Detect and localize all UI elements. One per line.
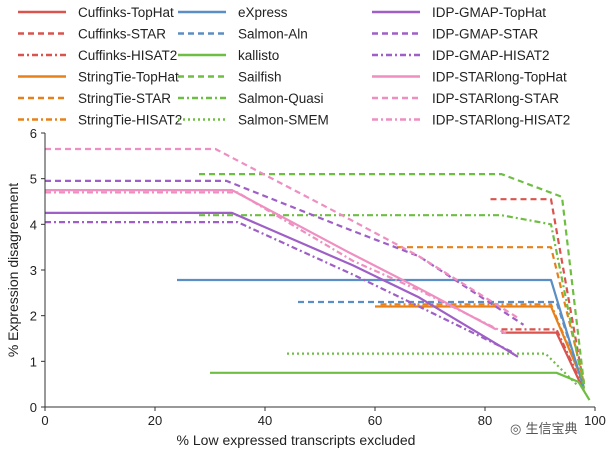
axes: 0 20 40 60 80 100 0 1 2 3 4 5 6 % Low expressed tra…: [5, 126, 606, 448]
x-tick-label: 100: [584, 413, 606, 428]
legend-label: Salmon-SMEM: [238, 113, 329, 128]
legend-label: IDP-GMAP-HISAT2: [432, 48, 550, 63]
x-tick-label: 80: [478, 413, 492, 428]
y-tick-label: 5: [30, 172, 37, 187]
series-line-salmon-quasi: [199, 214, 586, 389]
watermark: ◎ 生信宝典: [510, 418, 578, 437]
legend-label: StringTie-STAR: [78, 91, 171, 106]
series-line-cuffinks-tophat: [501, 331, 585, 392]
series-line-salmon-aln: [298, 300, 586, 389]
series-line-idp-gmap-tophat: [45, 211, 519, 358]
x-tick-label: 40: [258, 413, 272, 428]
legend-label: StringTie-HISAT2: [78, 113, 182, 128]
x-tick-label: 60: [368, 413, 382, 428]
legend-label: StringTie-TopHat: [78, 70, 179, 85]
legend-label: Cuffinks-HISAT2: [78, 48, 177, 63]
x-tick-label: 20: [148, 413, 162, 428]
series-line-idp-gmap-star: [45, 179, 525, 326]
y-tick-label: 2: [30, 309, 37, 324]
legend-label: Cuffinks-STAR: [78, 27, 166, 42]
plot-area: [45, 147, 591, 401]
legend-label: Salmon-Aln: [238, 27, 308, 42]
series-line-sailfish: [199, 173, 586, 385]
y-tick-label: 3: [30, 263, 37, 278]
series-line-cuffinks-star: [490, 198, 586, 387]
series-line-idp-starlong-hisat2: [45, 191, 508, 335]
series-line-kallisto: [210, 371, 591, 401]
y-axis-title: % Expression disagreement: [5, 183, 21, 357]
series-line-stringtie-star: [397, 246, 586, 383]
legend-label: Cuffinks-TopHat: [78, 5, 174, 20]
series-line-stringtie-hisat2: [380, 303, 586, 385]
y-ticks: 0 1 2 3 4 5 6: [30, 126, 45, 415]
series-line-idp-gmap-hisat2: [45, 221, 513, 354]
watermark-text: 生信宝典: [525, 422, 578, 437]
legend-label: IDP-STARlong-STAR: [432, 91, 559, 106]
y-tick-label: 0: [30, 400, 37, 415]
legend-label: IDP-STARlong-TopHat: [432, 70, 567, 85]
y-tick-label: 6: [30, 126, 37, 141]
x-tick-label: 0: [41, 413, 48, 428]
wechat-icon: ◎: [510, 422, 522, 437]
legend-label: IDP-STARlong-HISAT2: [432, 113, 570, 128]
series-line-salmon-smem: [287, 352, 580, 388]
y-tick-label: 4: [30, 217, 37, 232]
x-axis-title: % Low expressed transcripts excluded: [177, 432, 416, 448]
legend-label: Salmon-Quasi: [238, 91, 324, 106]
y-tick-label: 1: [30, 354, 37, 369]
x-ticks: 0 20 40 60 80 100: [41, 407, 606, 428]
legend-label: IDP-GMAP-STAR: [432, 27, 539, 42]
series-line-idp-starlong-star: [45, 147, 519, 319]
series-line-cuffinks-hisat2: [501, 328, 585, 390]
legend-label: Sailfish: [238, 70, 282, 85]
chart-legend: Cuffinks-TopHat Cuffinks-STAR Cuffinks-HIS…: [18, 5, 570, 128]
legend-label: IDP-GMAP-TopHat: [432, 5, 546, 20]
series-line-idp-starlong-tophat: [45, 189, 497, 331]
legend-label: kallisto: [238, 48, 279, 63]
legend-label: eXpress: [238, 5, 288, 20]
